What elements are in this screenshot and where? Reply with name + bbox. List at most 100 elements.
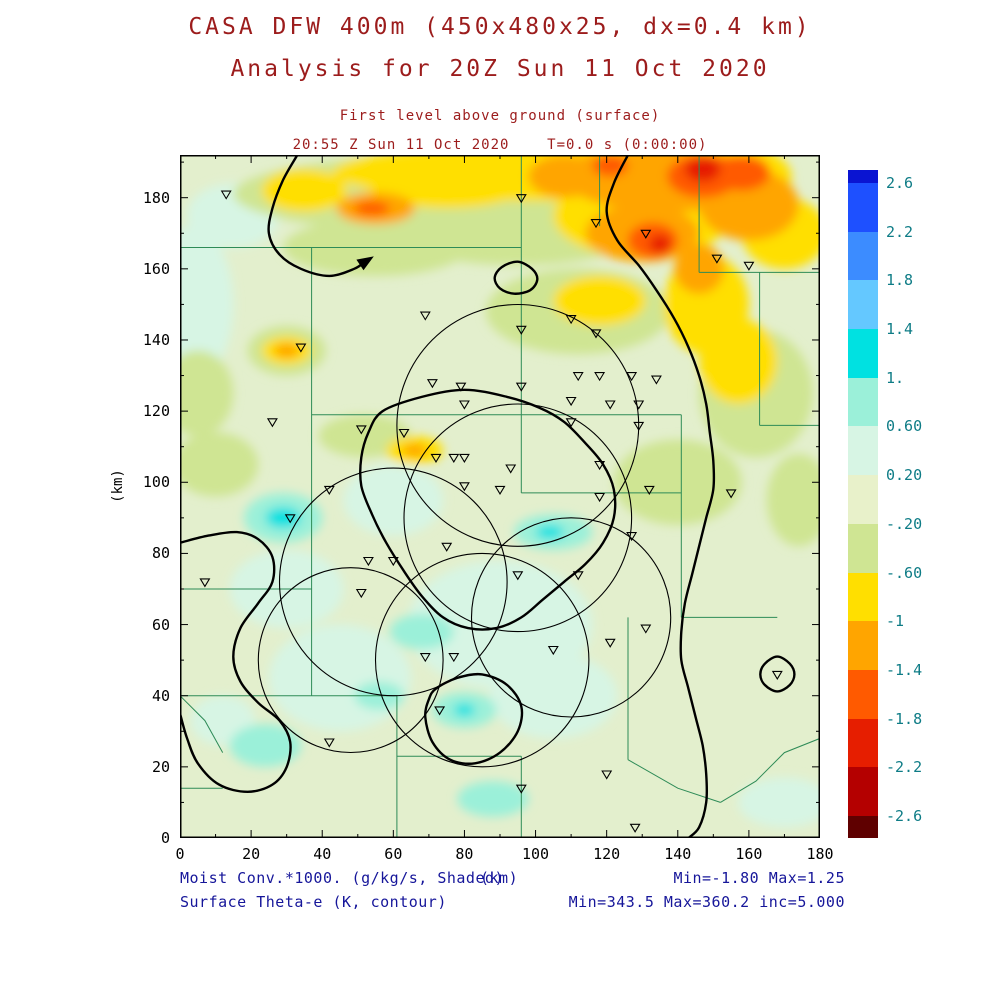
colorbar-label: -2.2: [886, 758, 923, 777]
colorbar-label: -1.8: [886, 709, 923, 728]
colorbar-label: 1.4: [886, 320, 914, 339]
colorbar-segment: [848, 183, 878, 232]
range-ring: [396, 303, 640, 547]
station-marker: [458, 482, 470, 492]
station-marker: [640, 229, 652, 239]
subtitle-level: First level above ground (surface): [339, 108, 661, 124]
station-marker: [323, 485, 335, 495]
subtitle-valid-time: 20:55 Z Sun 11 Oct 2020 T=0.0 s (0:00:00…: [292, 137, 708, 153]
radar-range-rings: [257, 303, 672, 768]
colorbar: 2.6 2.2 1.8 1.4 1. 0.60 0.20 -.20 -.60 -1 -1.4 -1.8…: [848, 170, 998, 838]
station-marker: [565, 396, 577, 407]
station-marker: [362, 556, 374, 567]
y-tick-label: 20: [151, 757, 170, 776]
station-marker: [515, 382, 527, 392]
station-marker: [419, 311, 431, 321]
colorbar-segment: [848, 767, 878, 816]
colorbar-label: 1.8: [886, 271, 914, 290]
station-marker: [355, 588, 367, 599]
colorbar-segment: [848, 231, 878, 281]
station-marker: [633, 421, 645, 431]
colorbar-label: 2.6: [886, 174, 914, 192]
contour-arrowhead: [356, 256, 374, 271]
x-tick-label: 60: [384, 845, 403, 863]
y-tick-label: 160: [142, 259, 170, 278]
station-marker: [515, 325, 527, 335]
station-marker: [643, 485, 655, 495]
colorbar-tick-labels: 2.6 2.2 1.8 1.4 1. 0.60 0.20 -.20 -.60 -1 -1.4 -1.8…: [886, 170, 986, 838]
station-marker: [604, 638, 616, 648]
theta-e-contour: [759, 655, 796, 693]
x-tick-label: 180: [806, 845, 834, 863]
station-marker: [284, 514, 296, 524]
station-marker: [387, 556, 399, 567]
y-tick-label: 120: [142, 402, 170, 421]
station-marker: [494, 485, 506, 495]
x-axis-tick-labels: 0 20 40 60 80 100 120 140 160 180: [175, 845, 833, 865]
colorbar-label: 1.: [886, 368, 905, 387]
theta-e-contour: [180, 530, 292, 793]
station-marker: [448, 653, 460, 663]
station-marker: [515, 784, 527, 794]
station-marker: [266, 418, 278, 428]
station-marker: [629, 823, 641, 833]
station-markers: [199, 190, 783, 833]
theta-e-contour: [605, 155, 716, 838]
y-tick-label: 140: [142, 330, 170, 349]
y-tick-label: 40: [151, 686, 170, 705]
colorbar-label: -1.4: [886, 660, 923, 679]
station-marker: [626, 372, 638, 382]
range-ring: [470, 517, 672, 718]
station-marker: [601, 770, 613, 780]
station-marker: [512, 571, 524, 581]
station-marker: [458, 400, 470, 410]
colorbar-label: -2.6: [886, 807, 923, 825]
y-axis-tick-labels: 0 20 40 60 80 100 120 140 160 180: [124, 155, 170, 847]
x-tick-label: 80: [455, 845, 474, 863]
colorbar-segment: [848, 170, 878, 183]
station-marker: [355, 425, 367, 435]
colorbar-label: -1: [886, 612, 905, 631]
page-title-line2: Analysis for 20Z Sun 11 Oct 2020: [230, 56, 770, 82]
colorbar-segment: [848, 718, 878, 768]
theta-e-contours: [180, 155, 796, 838]
station-marker: [640, 624, 652, 634]
plot-border: [180, 155, 820, 838]
station-marker: [711, 254, 723, 264]
station-marker: [743, 261, 755, 271]
station-marker: [771, 670, 783, 680]
station-marker: [594, 372, 606, 382]
theta-e-contour: [493, 260, 539, 295]
x-tick-label: 120: [593, 845, 621, 863]
colorbar-segment: [848, 572, 878, 622]
station-marker: [455, 382, 467, 392]
x-tick-label: 160: [735, 845, 763, 863]
station-marker: [458, 453, 470, 463]
x-tick-label: 0: [175, 845, 185, 863]
theta-e-contour: [424, 672, 524, 765]
x-tick-label: 100: [522, 845, 550, 863]
station-marker: [626, 532, 638, 542]
range-ring: [374, 552, 590, 768]
station-marker: [572, 372, 584, 382]
station-marker: [295, 343, 307, 353]
station-marker: [441, 542, 453, 552]
colorbar-segment: [848, 280, 878, 330]
shaded-field-label: Moist Conv.*1000. (g/kg/s, Shaded): [180, 869, 505, 887]
station-marker: [633, 400, 645, 410]
colorbar-label: -.20: [886, 514, 923, 533]
station-marker: [426, 379, 438, 389]
colorbar-segment: [848, 426, 878, 476]
station-marker: [448, 453, 460, 463]
colorbar-segment: [848, 377, 878, 427]
map-plot: [180, 155, 820, 838]
colorbar-label: 0.60: [886, 417, 923, 436]
colorbar-segment: [848, 669, 878, 719]
station-marker: [590, 329, 602, 339]
range-ring: [278, 467, 508, 697]
colorbar-label: 0.20: [886, 466, 923, 485]
colorbar-segment: [848, 523, 878, 573]
range-ring: [257, 567, 444, 754]
station-marker: [505, 464, 517, 474]
station-marker: [565, 315, 577, 325]
